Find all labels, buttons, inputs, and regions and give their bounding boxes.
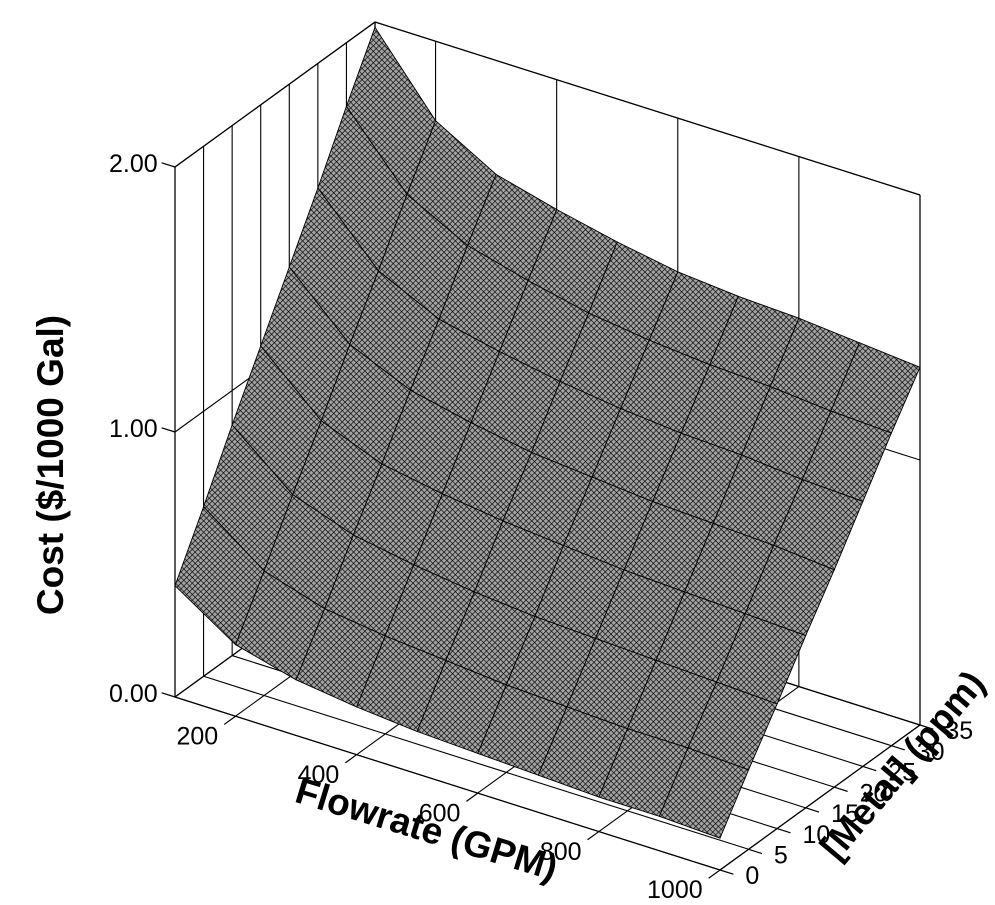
y-tick xyxy=(719,869,734,875)
x-axis-line xyxy=(174,696,721,871)
y-tick-label: 0 xyxy=(745,862,759,890)
z-tick-label: 1.00 xyxy=(109,415,158,443)
x-tick-label: 1000 xyxy=(647,876,703,904)
gridline-floor-metal xyxy=(203,675,749,850)
z-tick xyxy=(161,692,176,698)
surface xyxy=(174,26,921,839)
y-tick-label: 20 xyxy=(860,779,888,807)
x-axis-title: Flowrate (GPM) xyxy=(291,770,562,889)
y-tick xyxy=(748,848,763,855)
z-tick xyxy=(161,427,176,433)
y-tick-label: 35 xyxy=(945,717,973,745)
z-tick-label: 0.00 xyxy=(109,680,158,708)
z-axis-title: Cost ($/1000 Gal) xyxy=(30,315,71,615)
x-tick xyxy=(587,831,600,841)
y-tick-label: 10 xyxy=(802,821,830,849)
x-tick xyxy=(223,715,236,725)
y-tick xyxy=(919,724,934,730)
surface-patch xyxy=(658,747,750,839)
x-tick-label: 600 xyxy=(419,799,461,827)
y-tick-label: 30 xyxy=(917,738,945,766)
z-tick-label: 2.00 xyxy=(109,150,158,178)
x-tick xyxy=(708,869,721,879)
y-axis-line xyxy=(719,724,921,871)
x-tick-label: 800 xyxy=(540,838,582,866)
x-tick-label: 400 xyxy=(298,761,340,789)
y-tick xyxy=(891,745,905,751)
x-tick xyxy=(344,754,358,764)
x-tick xyxy=(466,792,479,802)
y-tick xyxy=(834,786,848,792)
y-tick-label: 5 xyxy=(774,842,788,870)
y-tick xyxy=(805,807,820,813)
z-tick xyxy=(161,162,176,168)
y-axis-title: [Metal] (ppm) xyxy=(812,663,993,867)
box-edge xyxy=(174,21,376,168)
box-edge xyxy=(374,21,921,196)
x-tick-label: 200 xyxy=(177,722,219,750)
y-tick-label: 25 xyxy=(888,759,916,787)
y-tick xyxy=(862,765,877,772)
y-tick-label: 15 xyxy=(831,800,859,828)
y-tick xyxy=(776,827,791,834)
